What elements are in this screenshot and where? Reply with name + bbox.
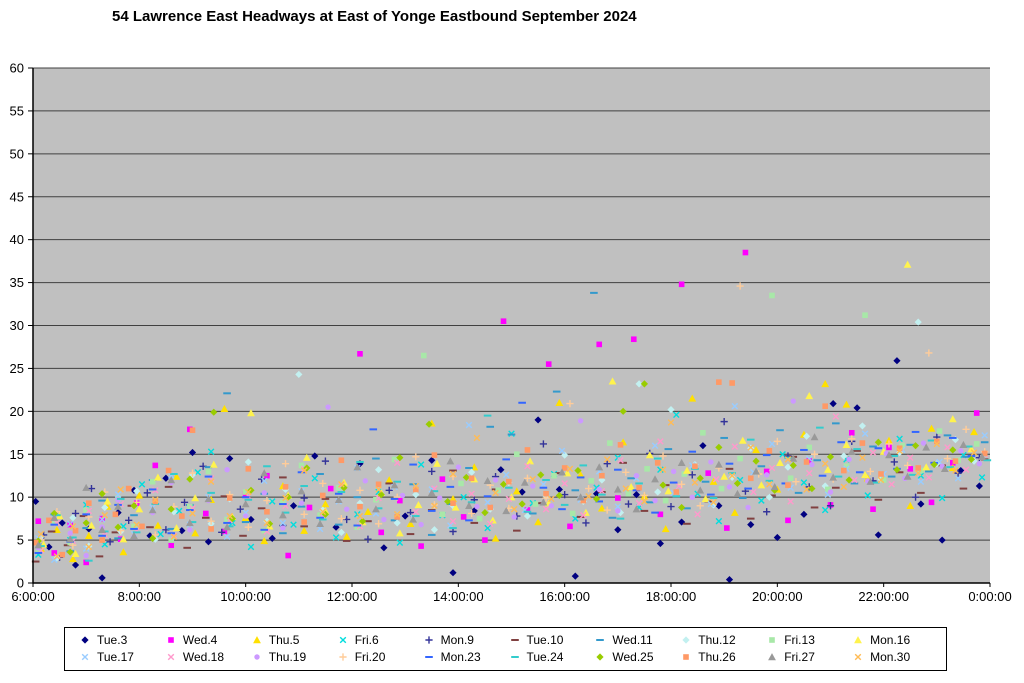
svg-text:0: 0 [17, 576, 24, 591]
legend-label: Tue.10 [526, 633, 564, 647]
legend-label: Wed.4 [182, 633, 218, 647]
legend-item-Tue.24: Tue.24 [507, 650, 593, 664]
svg-text:55: 55 [10, 103, 24, 118]
svg-text:10: 10 [10, 490, 24, 505]
legend-item-Fri.20: Fri.20 [335, 650, 421, 664]
diamond-marker-icon [81, 636, 89, 644]
legend-label: Thu.19 [268, 650, 307, 664]
svg-text:60: 60 [10, 61, 24, 76]
legend-item-Thu.5: Thu.5 [249, 633, 335, 647]
legend-label: Tue.3 [97, 633, 128, 647]
legend-item-Wed.4: Wed.4 [163, 633, 249, 647]
legend-label: Tue.24 [526, 650, 564, 664]
x-marker-icon [339, 636, 346, 644]
x-marker-icon [854, 653, 862, 661]
series-Fri.20 [37, 282, 989, 549]
legend-item-Tue.10: Tue.10 [507, 633, 593, 647]
svg-text:18:00:00: 18:00:00 [646, 589, 697, 604]
dash-marker-icon [424, 656, 433, 658]
scatter-plot: 0 5 10 15 20 25 30 35 40 45 50 55 60 6:00:00 8:00:00 10… [10, 61, 1012, 605]
svg-text:5: 5 [17, 533, 24, 548]
svg-text:0:00:00: 0:00:00 [968, 589, 1011, 604]
svg-text:12:00:00: 12:00:00 [327, 589, 378, 604]
legend-item-Fri.13: Fri.13 [764, 633, 850, 647]
series-Thu.26 [32, 379, 988, 558]
legend-label: Fri.13 [784, 633, 815, 647]
svg-text:25: 25 [10, 361, 24, 376]
svg-text:16:00:00: 16:00:00 [539, 589, 590, 604]
circle-marker-icon [254, 654, 260, 660]
legend-item-Mon.9: Mon.9 [421, 633, 507, 647]
diamond-marker-icon [596, 653, 604, 661]
plus-marker-icon [339, 653, 347, 661]
legend-label: Fri.20 [354, 650, 386, 664]
chart-legend: Tue.3 Wed.4 Thu.5 Fri.6 Mon.9 Tue.10 Wed.11 Thu… [64, 627, 947, 671]
legend-item-Mon.16: Mon.16 [850, 633, 936, 647]
legend-label: Wed.18 [182, 650, 225, 664]
chart-title: 54 Lawrence East Headways at East of Yon… [112, 8, 637, 25]
series-Thu.19 [35, 398, 983, 559]
legend-item-Mon.30: Mon.30 [850, 650, 936, 664]
plus-marker-icon [424, 636, 433, 644]
legend-label: Wed.11 [612, 633, 653, 647]
legend-item-Thu.12: Thu.12 [678, 633, 764, 647]
svg-text:30: 30 [10, 318, 24, 333]
legend-item-Thu.19: Thu.19 [249, 650, 335, 664]
series-Tue.24 [37, 414, 992, 562]
square-marker-icon [769, 637, 775, 643]
dash-marker-icon [596, 639, 605, 641]
x-marker-icon [81, 653, 89, 661]
triangle-marker-icon [854, 636, 862, 644]
legend-label: Fri.6 [354, 633, 379, 647]
legend-item-Fri.27: Fri.27 [764, 650, 850, 664]
legend-item-Mon.23: Mon.23 [421, 650, 507, 664]
legend-item-Wed.11: Wed.11 [592, 633, 678, 647]
svg-text:22:00:00: 22:00:00 [858, 589, 909, 604]
legend-item-Wed.18: Wed.18 [163, 650, 249, 664]
triangle-marker-icon [252, 636, 261, 644]
legend-label: Thu.5 [268, 633, 300, 647]
legend-label: Mon.16 [870, 633, 911, 647]
series-Thu.5 [37, 379, 978, 563]
legend-item-Tue.17: Tue.17 [77, 650, 163, 664]
legend-label: Thu.12 [698, 633, 736, 647]
legend-label: Mon.9 [440, 633, 474, 647]
diamond-marker-icon [682, 636, 690, 644]
legend-label: Fri.27 [784, 650, 815, 664]
x-marker-icon [167, 653, 175, 661]
svg-text:35: 35 [10, 275, 24, 290]
legend-item-Fri.6: Fri.6 [335, 633, 421, 647]
triangle-marker-icon [768, 653, 777, 661]
svg-text:6:00:00: 6:00:00 [11, 589, 54, 604]
svg-text:20: 20 [10, 404, 24, 419]
square-marker-icon [168, 637, 174, 643]
svg-text:10:00:00: 10:00:00 [220, 589, 271, 604]
svg-text:45: 45 [10, 189, 24, 204]
svg-text:15: 15 [10, 447, 24, 462]
legend-item-Thu.26: Thu.26 [678, 650, 764, 664]
series-Mon.30 [37, 419, 978, 560]
legend-item-Wed.25: Wed.25 [592, 650, 678, 664]
legend-label: Mon.30 [870, 650, 911, 664]
dash-marker-icon [510, 656, 519, 658]
svg-text:8:00:00: 8:00:00 [118, 589, 161, 604]
svg-text:14:00:00: 14:00:00 [433, 589, 484, 604]
square-marker-icon [683, 654, 690, 660]
svg-text:40: 40 [10, 232, 24, 247]
legend-label: Mon.23 [440, 650, 481, 664]
dash-marker-icon [510, 639, 519, 641]
legend-label: Tue.17 [97, 650, 134, 664]
series-Fri.27 [34, 433, 986, 549]
legend-item-Tue.3: Tue.3 [77, 633, 163, 647]
legend-label: Wed.25 [612, 650, 654, 664]
series-Mon.23 [34, 401, 976, 554]
svg-text:20:00:00: 20:00:00 [752, 589, 803, 604]
svg-text:50: 50 [10, 146, 24, 161]
legend-label: Thu.26 [698, 650, 736, 664]
